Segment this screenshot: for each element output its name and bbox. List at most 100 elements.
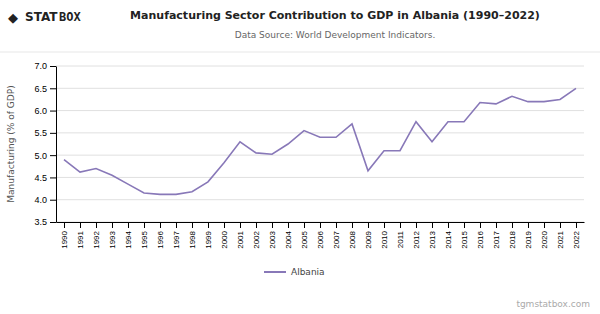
x-tick: 2012 bbox=[412, 222, 421, 249]
x-tick: 1995 bbox=[140, 222, 149, 249]
legend-label: Albania bbox=[291, 267, 325, 277]
x-tick: 2020 bbox=[540, 222, 549, 249]
x-tick-label: 2021 bbox=[556, 230, 565, 248]
x-tick-mark bbox=[224, 222, 225, 228]
y-axis: 3.54.04.55.05.56.06.57.0 bbox=[34, 61, 56, 227]
y-tick: 4.0 bbox=[34, 195, 56, 205]
x-tick-mark bbox=[416, 222, 417, 228]
y-tick-mark bbox=[50, 133, 56, 134]
x-tick-label: 1992 bbox=[92, 230, 101, 248]
x-tick-mark bbox=[352, 222, 353, 228]
x-tick-label: 1997 bbox=[172, 230, 181, 248]
x-tick-mark bbox=[160, 222, 161, 228]
x-tick-label: 2004 bbox=[284, 230, 293, 248]
x-tick-label: 1995 bbox=[140, 230, 149, 248]
x-tick-mark bbox=[144, 222, 145, 228]
x-tick-mark bbox=[496, 222, 497, 228]
y-tick-label: 3.5 bbox=[34, 217, 47, 227]
x-tick-mark bbox=[544, 222, 545, 228]
x-tick: 2007 bbox=[332, 222, 341, 249]
x-tick-label: 1993 bbox=[108, 230, 117, 248]
grid-line bbox=[56, 66, 584, 67]
x-tick: 2004 bbox=[284, 222, 293, 249]
x-tick: 2021 bbox=[556, 222, 565, 249]
x-tick-label: 2019 bbox=[524, 230, 533, 248]
divider bbox=[0, 52, 600, 53]
x-tick-mark bbox=[176, 222, 177, 228]
x-tick-mark bbox=[336, 222, 337, 228]
x-tick: 2015 bbox=[460, 222, 469, 249]
x-tick: 1993 bbox=[108, 222, 117, 249]
y-tick-label: 5.0 bbox=[34, 151, 47, 161]
x-tick-label: 2002 bbox=[252, 230, 261, 248]
x-tick-label: 1998 bbox=[188, 230, 197, 248]
x-tick-mark bbox=[560, 222, 561, 228]
x-tick-mark bbox=[128, 222, 129, 228]
x-tick-mark bbox=[384, 222, 385, 228]
x-tick: 2001 bbox=[236, 222, 245, 249]
x-tick-mark bbox=[304, 222, 305, 228]
grid-line bbox=[56, 199, 584, 200]
x-tick: 1991 bbox=[76, 222, 85, 249]
x-tick-label: 2016 bbox=[476, 230, 485, 248]
x-tick-label: 2012 bbox=[412, 230, 421, 248]
logo-stat: STAT bbox=[25, 10, 58, 24]
x-tick-label: 2013 bbox=[428, 230, 437, 248]
x-tick-label: 2022 bbox=[572, 230, 581, 248]
x-tick: 2022 bbox=[572, 222, 581, 249]
x-tick-mark bbox=[400, 222, 401, 228]
legend-swatch bbox=[264, 271, 286, 273]
x-tick-label: 2010 bbox=[380, 230, 389, 248]
x-tick: 2006 bbox=[316, 222, 325, 249]
plot: 3.54.04.55.05.56.06.57.01990199119921993… bbox=[34, 61, 584, 248]
x-tick-label: 1991 bbox=[76, 230, 85, 248]
x-tick-mark bbox=[96, 222, 97, 228]
x-tick-mark bbox=[432, 222, 433, 228]
x-tick: 2000 bbox=[220, 222, 229, 249]
y-tick: 6.5 bbox=[34, 84, 56, 94]
x-tick-mark bbox=[208, 222, 209, 228]
y-tick-mark bbox=[50, 111, 56, 112]
x-axis: 1990 1991 1992 1993 1994 1995 1996 1997 1998 1999… bbox=[57, 222, 585, 249]
x-tick: 1999 bbox=[204, 222, 213, 249]
x-tick-mark bbox=[464, 222, 465, 228]
x-tick: 2003 bbox=[268, 222, 277, 249]
y-axis-label: Manufacturing (% of GDP) bbox=[6, 85, 16, 202]
x-tick-mark bbox=[528, 222, 529, 228]
x-tick-label: 2017 bbox=[492, 230, 501, 248]
y-tick-label: 6.5 bbox=[34, 84, 47, 94]
x-tick-mark bbox=[288, 222, 289, 228]
y-tick: 6.0 bbox=[34, 106, 56, 116]
grid-line bbox=[56, 110, 584, 111]
y-tick-label: 4.5 bbox=[34, 173, 47, 183]
grid-line bbox=[56, 177, 584, 178]
x-tick: 2016 bbox=[476, 222, 485, 249]
logo: ◆STATBOX bbox=[8, 10, 81, 25]
x-tick-mark bbox=[80, 222, 81, 228]
x-tick-label: 2008 bbox=[348, 230, 357, 248]
x-tick: 2002 bbox=[252, 222, 261, 249]
x-tick: 2019 bbox=[524, 222, 533, 249]
x-tick-label: 2014 bbox=[444, 230, 453, 248]
x-tick-label: 2005 bbox=[300, 230, 309, 248]
x-tick-label: 2011 bbox=[396, 230, 405, 248]
x-tick-mark bbox=[320, 222, 321, 228]
x-tick-label: 2001 bbox=[236, 230, 245, 248]
grid-line bbox=[56, 88, 584, 89]
x-tick-label: 2003 bbox=[268, 230, 277, 248]
y-tick: 3.5 bbox=[34, 217, 56, 227]
x-tick: 1997 bbox=[172, 222, 181, 249]
series-group bbox=[64, 88, 576, 194]
subtitle: Data Source: World Development Indicator… bbox=[235, 30, 436, 40]
y-tick-mark bbox=[50, 88, 56, 89]
y-tick-mark bbox=[50, 66, 56, 67]
legend: Albania bbox=[264, 267, 325, 277]
x-tick-label: 2018 bbox=[508, 230, 517, 248]
x-tick: 2013 bbox=[428, 222, 437, 249]
x-tick-label: 1996 bbox=[156, 230, 165, 248]
y-tick: 5.5 bbox=[34, 128, 56, 138]
x-tick-label: 1990 bbox=[60, 230, 69, 248]
x-tick-label: 1994 bbox=[124, 230, 133, 248]
y-tick: 5.0 bbox=[34, 151, 56, 161]
x-tick-mark bbox=[192, 222, 193, 228]
